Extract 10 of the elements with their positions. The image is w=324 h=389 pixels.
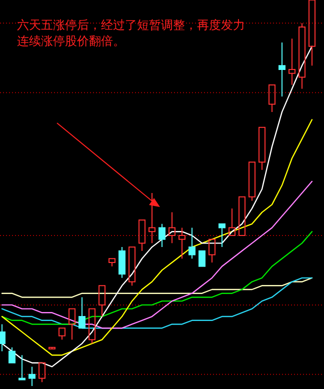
candlestick [168,212,176,244]
candlestick [28,366,36,386]
candlestick [0,324,6,352]
candlestick [288,38,296,86]
candlestick [278,42,286,97]
annotation: 六天五涨停后，经过了短暂调整，再度发力连续涨停股价翻倍。 [17,17,246,49]
candlestick [178,227,186,260]
candlestick [148,192,156,244]
candlestick [298,22,306,90]
candlestick [118,246,126,278]
